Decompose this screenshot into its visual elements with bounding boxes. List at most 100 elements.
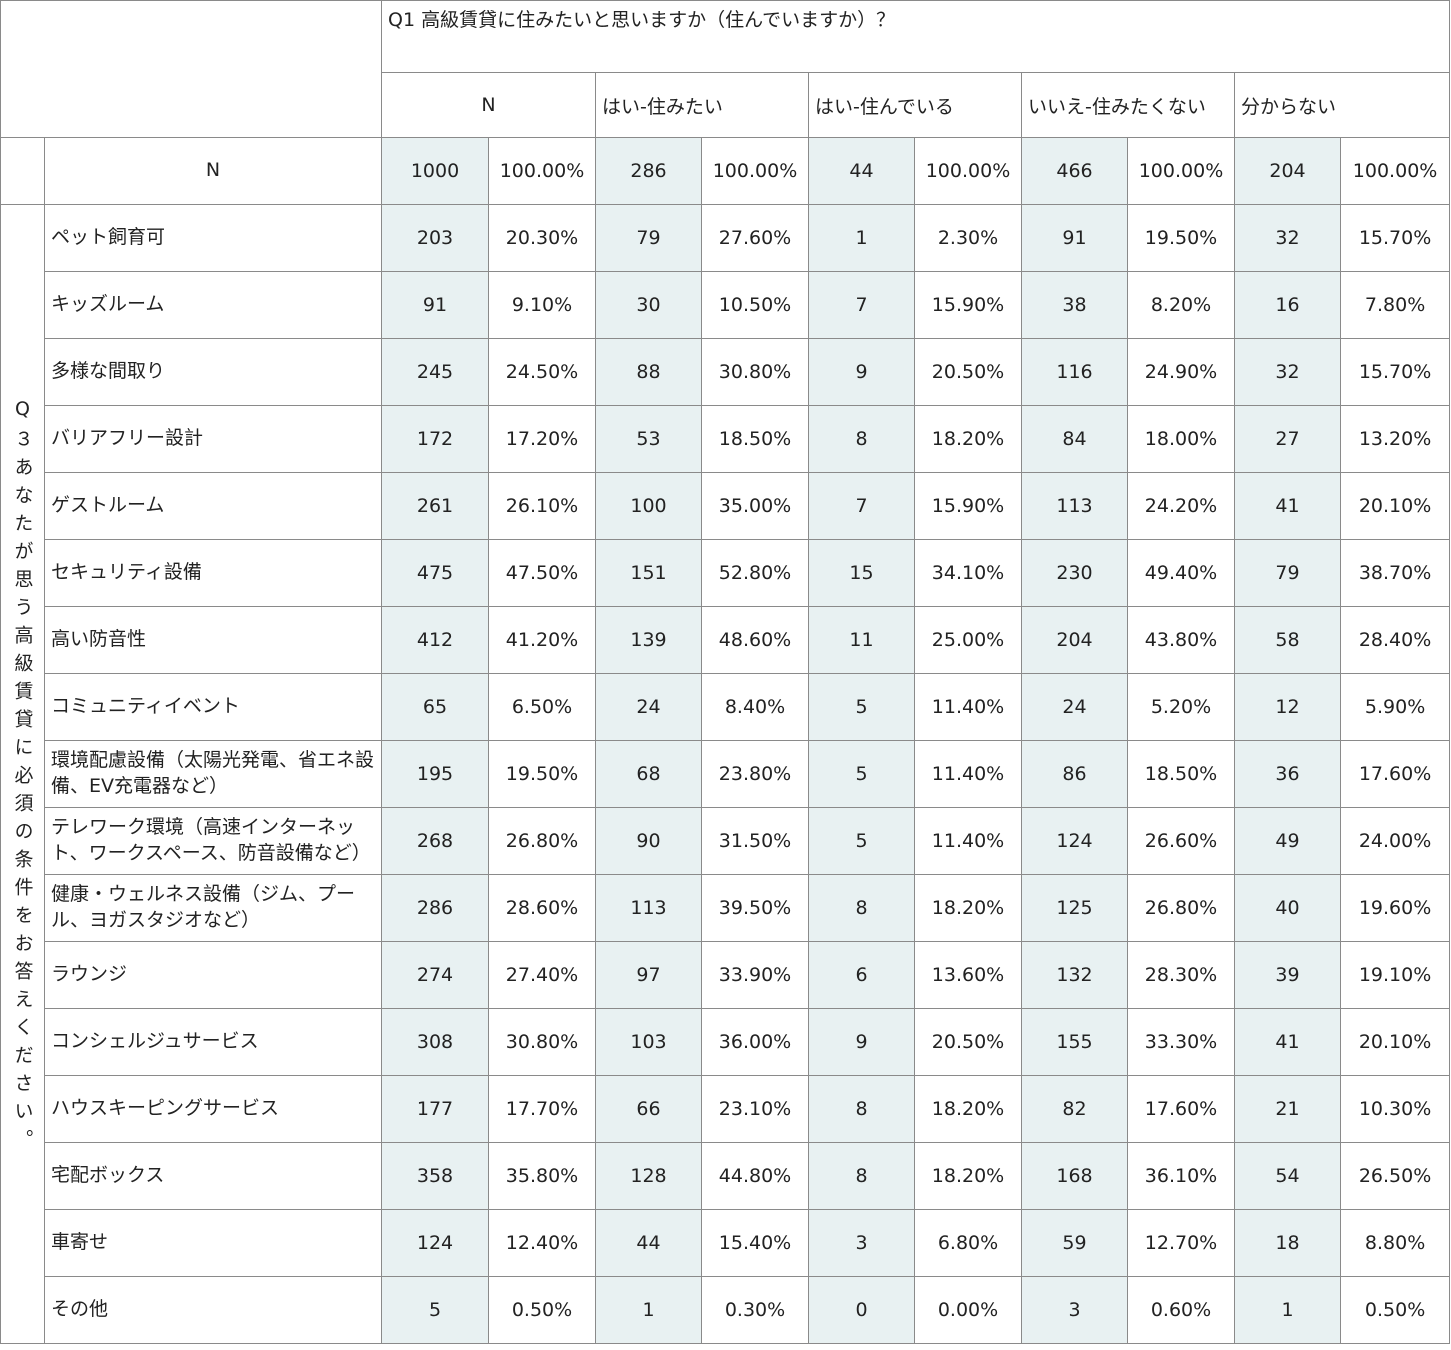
count-cell: 15 xyxy=(808,539,915,607)
percent-cell: 15.90% xyxy=(914,271,1022,339)
count-cell: 0 xyxy=(808,1276,915,1344)
count-cell: 286 xyxy=(381,874,489,942)
percent-cell: 28.30% xyxy=(1127,941,1235,1009)
total-pct-n: 100.00% xyxy=(488,137,596,205)
total-count-unknown: 204 xyxy=(1234,137,1341,205)
percent-cell: 18.00% xyxy=(1127,405,1235,473)
table-row: コンシェルジュサービス 308 30.80% 103 36.00% 9 20.50% 155 3… xyxy=(1,1008,1451,1076)
total-pct-living: 100.00% xyxy=(914,137,1022,205)
count-cell: 39 xyxy=(1234,941,1341,1009)
total-pct-want: 100.00% xyxy=(701,137,809,205)
count-cell: 125 xyxy=(1021,874,1128,942)
percent-cell: 12.40% xyxy=(488,1209,596,1277)
percent-cell: 18.20% xyxy=(914,874,1022,942)
percent-cell: 20.10% xyxy=(1339,1008,1451,1076)
percent-cell: 26.10% xyxy=(488,472,596,540)
percent-cell: 15.40% xyxy=(701,1209,809,1277)
percent-cell: 17.60% xyxy=(1339,740,1451,808)
count-cell: 5 xyxy=(808,740,915,808)
percent-cell: 13.60% xyxy=(914,941,1022,1009)
q1-question-header: Q1 高級賃貸に住みたいと思いますか（住んでいますか）？ xyxy=(380,0,1451,73)
answer-header-no: いいえ-住みたくない xyxy=(1021,72,1235,138)
row-label: バリアフリー設計 xyxy=(44,405,382,473)
percent-cell: 5.90% xyxy=(1339,673,1451,741)
row-label: 健康・ウェルネス設備（ジム、プール、ヨガスタジオなど） xyxy=(44,874,382,942)
count-cell: 44 xyxy=(595,1209,702,1277)
table-row: テレワーク環境（高速インターネット、ワークスペース、防音設備など） 268 26.8… xyxy=(1,807,1451,875)
count-cell: 40 xyxy=(1234,874,1341,942)
table-row: バリアフリー設計 172 17.20% 53 18.50% 8 18.20% 84 18.00%… xyxy=(1,405,1451,473)
corner-cell xyxy=(0,0,382,138)
count-cell: 53 xyxy=(595,405,702,473)
percent-cell: 24.00% xyxy=(1339,807,1451,875)
count-cell: 84 xyxy=(1021,405,1128,473)
percent-cell: 18.20% xyxy=(914,1142,1022,1210)
count-cell: 168 xyxy=(1021,1142,1128,1210)
percent-cell: 0.00% xyxy=(914,1276,1022,1344)
header-row-question: Q1 高級賃貸に住みたいと思いますか（住んでいますか）？ xyxy=(0,0,1451,138)
row-label: 宅配ボックス xyxy=(44,1142,382,1210)
count-cell: 7 xyxy=(808,271,915,339)
table-row: 高い防音性 412 41.20% 139 48.60% 11 25.00% 204 43.80%… xyxy=(1,606,1451,674)
row-label: コミュニティイベント xyxy=(44,673,382,741)
count-cell: 1 xyxy=(1234,1276,1341,1344)
percent-cell: 35.80% xyxy=(488,1142,596,1210)
count-cell: 204 xyxy=(1021,606,1128,674)
percent-cell: 10.50% xyxy=(701,271,809,339)
percent-cell: 11.40% xyxy=(914,740,1022,808)
count-cell: 32 xyxy=(1234,338,1341,406)
count-cell: 3 xyxy=(808,1209,915,1277)
percent-cell: 18.20% xyxy=(914,405,1022,473)
count-cell: 8 xyxy=(808,1075,915,1143)
count-cell: 412 xyxy=(381,606,489,674)
percent-cell: 27.40% xyxy=(488,941,596,1009)
count-cell: 245 xyxy=(381,338,489,406)
total-count-no: 466 xyxy=(1021,137,1128,205)
percent-cell: 41.20% xyxy=(488,606,596,674)
percent-cell: 34.10% xyxy=(914,539,1022,607)
count-cell: 124 xyxy=(381,1209,489,1277)
count-cell: 41 xyxy=(1234,1008,1341,1076)
count-cell: 66 xyxy=(595,1075,702,1143)
row-label: セキュリティ設備 xyxy=(44,539,382,607)
header-row-answers: N はい-住みたい はい-住んでいる いいえ-住みたくない 分からない xyxy=(1,72,1451,138)
percent-cell: 31.50% xyxy=(701,807,809,875)
percent-cell: 27.60% xyxy=(701,204,809,272)
count-cell: 59 xyxy=(1021,1209,1128,1277)
table-row: Q３あなたが思う高級賃貸に必須の条件をお答えください。 ペット飼育可 203 20.3… xyxy=(0,204,1451,1344)
count-cell: 82 xyxy=(1021,1075,1128,1143)
count-cell: 113 xyxy=(595,874,702,942)
count-cell: 36 xyxy=(1234,740,1341,808)
total-pct-no: 100.00% xyxy=(1127,137,1235,205)
percent-cell: 5.20% xyxy=(1127,673,1235,741)
row-label: その他 xyxy=(44,1276,382,1344)
percent-cell: 8.80% xyxy=(1339,1209,1451,1277)
count-cell: 116 xyxy=(1021,338,1128,406)
percent-cell: 26.80% xyxy=(488,807,596,875)
count-cell: 172 xyxy=(381,405,489,473)
percent-cell: 11.40% xyxy=(914,807,1022,875)
percent-cell: 38.70% xyxy=(1339,539,1451,607)
count-cell: 90 xyxy=(595,807,702,875)
total-pct-unknown: 100.00% xyxy=(1339,137,1451,205)
percent-cell: 33.90% xyxy=(701,941,809,1009)
count-cell: 124 xyxy=(1021,807,1128,875)
percent-cell: 0.30% xyxy=(701,1276,809,1344)
percent-cell: 30.80% xyxy=(701,338,809,406)
count-cell: 88 xyxy=(595,338,702,406)
percent-cell: 23.10% xyxy=(701,1075,809,1143)
total-row: N 1000 100.00% 286 100.00% 44 100.00% 46… xyxy=(0,137,1451,205)
count-cell: 97 xyxy=(595,941,702,1009)
count-cell: 103 xyxy=(595,1008,702,1076)
percent-cell: 20.50% xyxy=(914,1008,1022,1076)
table-row: セキュリティ設備 475 47.50% 151 52.80% 15 34.10% 230 49.… xyxy=(1,539,1451,607)
count-cell: 79 xyxy=(1234,539,1341,607)
count-cell: 139 xyxy=(595,606,702,674)
percent-cell: 19.60% xyxy=(1339,874,1451,942)
percent-cell: 2.30% xyxy=(914,204,1022,272)
percent-cell: 6.80% xyxy=(914,1209,1022,1277)
table-row: キッズルーム 91 9.10% 30 10.50% 7 15.90% 38 8.20% 16 7.8… xyxy=(1,271,1451,339)
percent-cell: 17.20% xyxy=(488,405,596,473)
count-cell: 274 xyxy=(381,941,489,1009)
count-cell: 30 xyxy=(595,271,702,339)
